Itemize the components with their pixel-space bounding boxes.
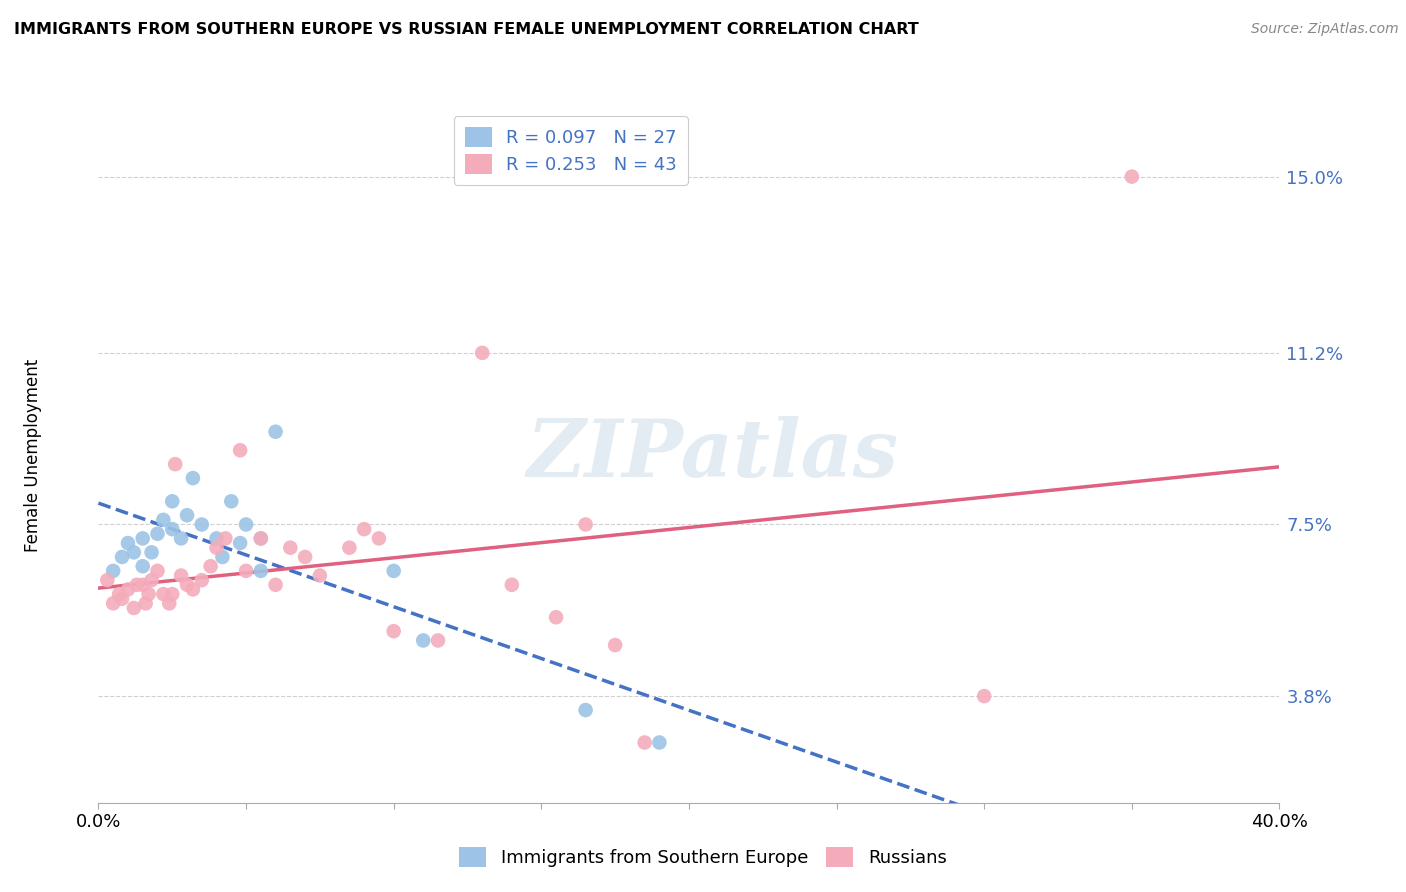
Point (264, 425, 287, 439)
Point (103, 596, 125, 610)
Point (235, 517, 257, 532)
Point (152, 513, 174, 527)
Point (278, 541, 302, 555)
Point (205, 541, 228, 555)
Point (132, 532, 155, 546)
Text: Female Unemployment: Female Unemployment (24, 359, 42, 551)
Point (205, 532, 228, 546)
Point (191, 573, 214, 587)
Point (138, 587, 160, 601)
Point (250, 532, 273, 546)
Point (633, 735, 655, 749)
Point (162, 587, 183, 601)
Point (214, 532, 236, 546)
Point (264, 578, 287, 592)
Point (648, 735, 671, 749)
Point (132, 559, 155, 574)
Point (96, 573, 118, 587)
Point (111, 591, 134, 606)
Point (501, 578, 523, 592)
Point (181, 471, 204, 485)
Point (229, 443, 252, 458)
Point (1121, 169, 1143, 184)
Point (165, 457, 187, 471)
Point (122, 545, 145, 559)
Point (117, 582, 139, 597)
Point (111, 549, 134, 564)
Point (294, 549, 316, 564)
Point (200, 559, 222, 574)
Point (132, 578, 155, 592)
Point (157, 596, 180, 610)
Point (191, 517, 214, 532)
Point (546, 610, 568, 624)
Text: ZIPatlas: ZIPatlas (526, 417, 898, 493)
Point (108, 587, 131, 601)
Point (309, 568, 332, 582)
Point (125, 578, 148, 592)
Point (141, 573, 163, 587)
Point (162, 522, 183, 536)
Text: IMMIGRANTS FROM SOUTHERN EUROPE VS RUSSIAN FEMALE UNEMPLOYMENT CORRELATION CHART: IMMIGRANTS FROM SOUTHERN EUROPE VS RUSSI… (14, 22, 918, 37)
Point (229, 536, 252, 550)
Point (103, 564, 125, 578)
Point (250, 564, 273, 578)
Legend: Immigrants from Southern Europe, Russians: Immigrants from Southern Europe, Russian… (453, 839, 953, 874)
Point (176, 508, 198, 523)
Point (605, 638, 627, 652)
Point (574, 703, 596, 717)
Point (170, 532, 193, 546)
Point (382, 624, 405, 639)
Point (368, 532, 391, 546)
Point (141, 545, 163, 559)
Point (219, 494, 242, 508)
Point (235, 564, 257, 578)
Point (176, 578, 198, 592)
Point (427, 633, 450, 648)
Point (181, 582, 204, 597)
Point (170, 568, 193, 582)
Point (973, 689, 995, 703)
Point (135, 596, 157, 610)
Legend: R = 0.097   N = 27, R = 0.253   N = 43: R = 0.097 N = 27, R = 0.253 N = 43 (454, 116, 688, 185)
Point (117, 536, 139, 550)
Text: Source: ZipAtlas.com: Source: ZipAtlas.com (1251, 22, 1399, 37)
Point (353, 522, 375, 536)
Point (574, 517, 596, 532)
Point (339, 541, 360, 555)
Point (162, 494, 183, 508)
Point (250, 532, 273, 546)
Point (152, 587, 174, 601)
Point (146, 526, 169, 541)
Point (382, 564, 405, 578)
Point (211, 549, 233, 564)
Point (471, 346, 494, 360)
Point (122, 601, 145, 615)
Point (412, 633, 434, 648)
Point (146, 564, 169, 578)
